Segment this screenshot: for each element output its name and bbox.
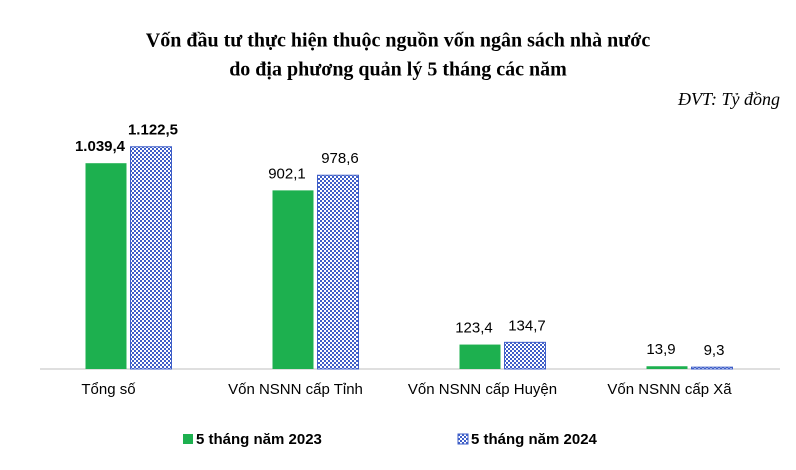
bar [504,341,546,370]
chart-title: Vốn đầu tư thực hiện thuộc nguồn vốn ngâ… [146,30,651,52]
value-label: 978,6 [321,150,359,167]
bar [85,163,127,369]
unit-note: ĐVT: Tỷ đồng [677,89,780,109]
value-label: 1.039,4 [75,138,126,155]
legend-swatch [457,433,469,445]
value-label: 134,7 [508,317,546,334]
chart-title: do địa phương quản lý 5 tháng các năm [229,59,567,81]
bar [130,146,172,370]
bar [691,366,733,370]
x-tick-label: Tổng số [81,381,136,398]
legend-label: 5 tháng năm 2023 [196,431,322,448]
bar [459,344,501,369]
value-label: 1.122,5 [128,122,178,139]
value-label: 9,3 [704,342,725,359]
value-label: 123,4 [455,320,493,337]
value-label: 902,1 [268,165,306,182]
x-tick-label: Vốn NSNN cấp Xã [607,381,732,398]
value-label: 13,9 [646,341,675,358]
bar [317,174,359,370]
bar [272,190,314,369]
x-tick-label: Vốn NSNN cấp Tỉnh [228,381,363,398]
x-tick-label: Vốn NSNN cấp Huyện [408,381,557,398]
legend-label: 5 tháng năm 2024 [471,431,598,448]
legend-swatch [183,434,193,444]
bar [646,366,688,369]
